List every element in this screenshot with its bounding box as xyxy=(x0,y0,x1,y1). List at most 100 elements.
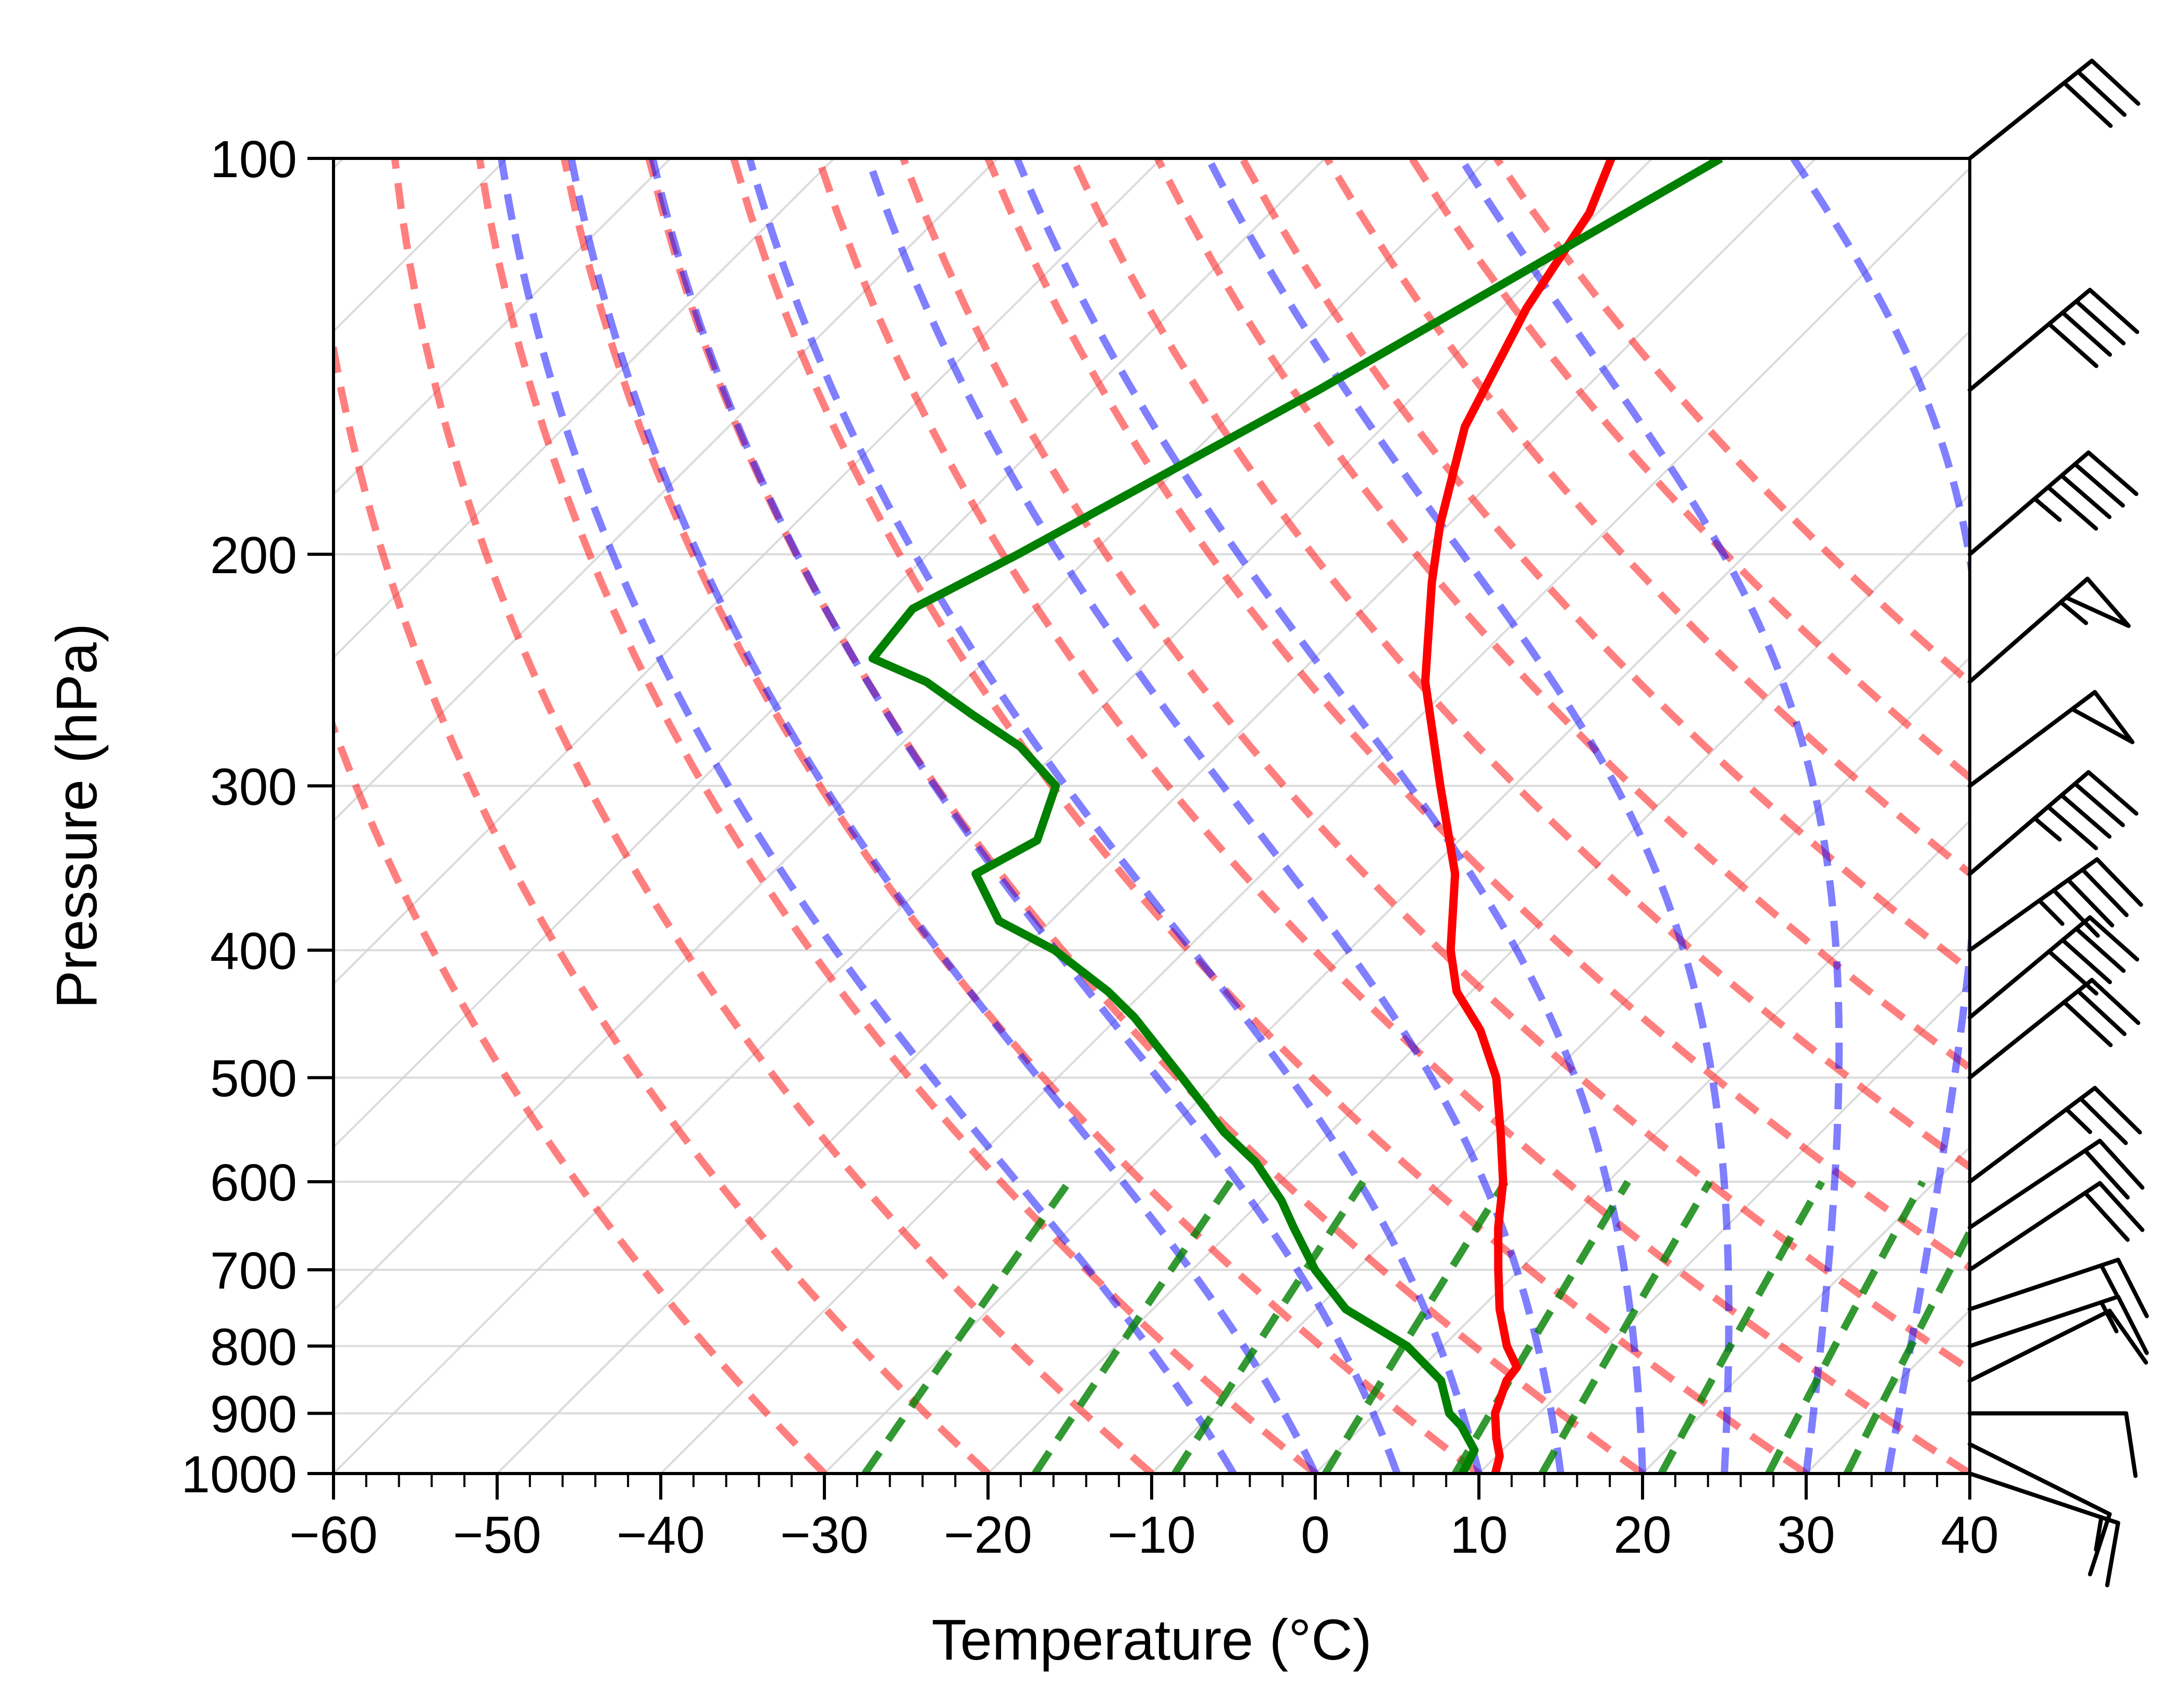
x-tick-label: 30 xyxy=(1777,1506,1835,1564)
mixing-ratio-line xyxy=(1843,1224,1970,1474)
dry-adiabats xyxy=(334,158,1970,1474)
mixing-ratio-line xyxy=(1538,1180,1713,1474)
moist-adiabat-line xyxy=(746,158,1483,1474)
x-tick-label: −40 xyxy=(616,1506,705,1564)
dry-adiabat-line xyxy=(334,717,827,1474)
wind-barb xyxy=(1968,450,2139,556)
moist-adiabat-line xyxy=(1790,158,1970,1474)
y-tick-label: 400 xyxy=(210,922,297,981)
wind-barb-full xyxy=(2090,58,2141,106)
wind-barb-full xyxy=(2116,1294,2149,1355)
mixing-ratio-line xyxy=(1658,1180,1825,1474)
wind-barb-shaft xyxy=(1968,1257,2120,1311)
isotherm-line xyxy=(334,158,998,823)
mixing-ratio-line xyxy=(1452,1180,1631,1474)
wind-barb-full xyxy=(2086,770,2139,816)
wind-barb xyxy=(1968,1138,2145,1230)
wind-barb-full xyxy=(2124,1411,2138,1478)
wind-barb-full xyxy=(2059,473,2112,519)
moist-adiabat-line xyxy=(567,158,1319,1474)
wind-barb-full xyxy=(2060,310,2112,357)
wind-barb-shaft xyxy=(1968,1181,2102,1272)
temperature-profile-line xyxy=(1421,158,1615,1474)
isotherm-line xyxy=(987,493,1970,1474)
wind-barb-shaft xyxy=(1968,1471,2120,1525)
isotherm-line xyxy=(660,166,1970,1474)
wind-barb xyxy=(1968,1257,2149,1318)
wind-barb-full xyxy=(2076,69,2127,117)
wind-barb-shaft xyxy=(1968,915,2092,1020)
wind-barb-shaft xyxy=(1968,1308,2112,1383)
plot-area xyxy=(334,158,1970,1474)
dry-adiabat-line xyxy=(1154,158,1970,1073)
dry-adiabat-line xyxy=(730,158,1808,1474)
pressure-grid xyxy=(334,158,1970,1474)
wind-barbs xyxy=(1968,58,2149,1588)
moist-adiabat-line xyxy=(1205,158,1733,1474)
x-tick-label: −10 xyxy=(1107,1506,1196,1564)
y-tick-label: 600 xyxy=(210,1154,297,1212)
moist-adiabat-line xyxy=(1014,158,1646,1474)
y-tick-label: 700 xyxy=(210,1242,297,1300)
wind-barb-half xyxy=(2032,816,2062,842)
mixing-ratio-line xyxy=(1171,1180,1366,1474)
x-tick-label: 0 xyxy=(1301,1506,1330,1564)
wind-barb-full xyxy=(2076,989,2127,1036)
x-tick-label: 10 xyxy=(1450,1506,1508,1564)
dry-adiabat-line xyxy=(984,158,1970,1272)
wind-barb-shaft xyxy=(1968,450,2091,556)
isotherm-line xyxy=(1151,656,1970,1474)
wind-barb-shaft xyxy=(1968,770,2091,876)
wind-barb xyxy=(1968,770,2139,876)
dry-adiabat-line xyxy=(1069,158,1970,1172)
wind-barb-full xyxy=(2047,949,2099,996)
mixing-ratio-line xyxy=(1765,1180,1926,1474)
y-tick-label: 1000 xyxy=(181,1445,297,1504)
moist-adiabat-line xyxy=(649,158,1401,1474)
wind-barb xyxy=(1968,690,2134,788)
wind-barb-shaft xyxy=(1968,1138,2102,1230)
wind-barb xyxy=(1968,58,2141,160)
dry-adiabat-line xyxy=(334,327,991,1474)
wind-barb-full xyxy=(2072,782,2125,827)
wind-barb-full xyxy=(2088,915,2140,962)
x-tick-label: −20 xyxy=(944,1506,1032,1564)
wind-barb-full xyxy=(2116,1257,2149,1318)
wind-barb-full xyxy=(2105,1520,2120,1588)
mixing-ratio-line xyxy=(1032,1180,1234,1474)
y-tick-label: 200 xyxy=(210,526,297,585)
isotherm-line xyxy=(334,158,835,659)
wind-barb xyxy=(1968,915,2140,1020)
wind-barb xyxy=(1968,288,2140,392)
wind-barb-full xyxy=(2097,1138,2145,1190)
wind-barb-full xyxy=(2088,1512,2112,1577)
y-tick-label: 500 xyxy=(210,1049,297,1108)
wind-barb-full xyxy=(2060,938,2112,984)
wind-barb-full xyxy=(2046,485,2099,531)
dry-adiabat-line xyxy=(391,158,1154,1474)
wind-barb-shaft xyxy=(1968,1442,2112,1516)
wind-barb-full xyxy=(2066,877,2115,927)
wind-barb-shaft xyxy=(1968,977,2094,1080)
x-tick-label: −60 xyxy=(289,1506,378,1564)
wind-barb xyxy=(1968,977,2141,1080)
wind-barb-full xyxy=(2046,805,2099,850)
isotherm-line xyxy=(334,158,1162,986)
isotherm-line xyxy=(334,158,1653,1474)
wind-barb-half xyxy=(2099,1263,2119,1297)
wind-barb-half xyxy=(2094,1515,2104,1552)
wind-barb-full xyxy=(2062,81,2113,128)
dry-adiabat-line xyxy=(815,158,1970,1474)
x-tick-label: 20 xyxy=(1613,1506,1671,1564)
sounding-profiles xyxy=(868,158,1723,1474)
x-tick-label: −30 xyxy=(780,1506,869,1564)
isotherm-line xyxy=(496,158,1817,1474)
wind-barb-shaft xyxy=(1968,288,2092,392)
dry-adiabat-line xyxy=(560,158,1482,1474)
wind-barb xyxy=(1968,1471,2120,1588)
isotherm-line xyxy=(334,158,1489,1312)
wind-barb-full xyxy=(2088,288,2140,335)
wind-barb xyxy=(1968,1086,2142,1184)
